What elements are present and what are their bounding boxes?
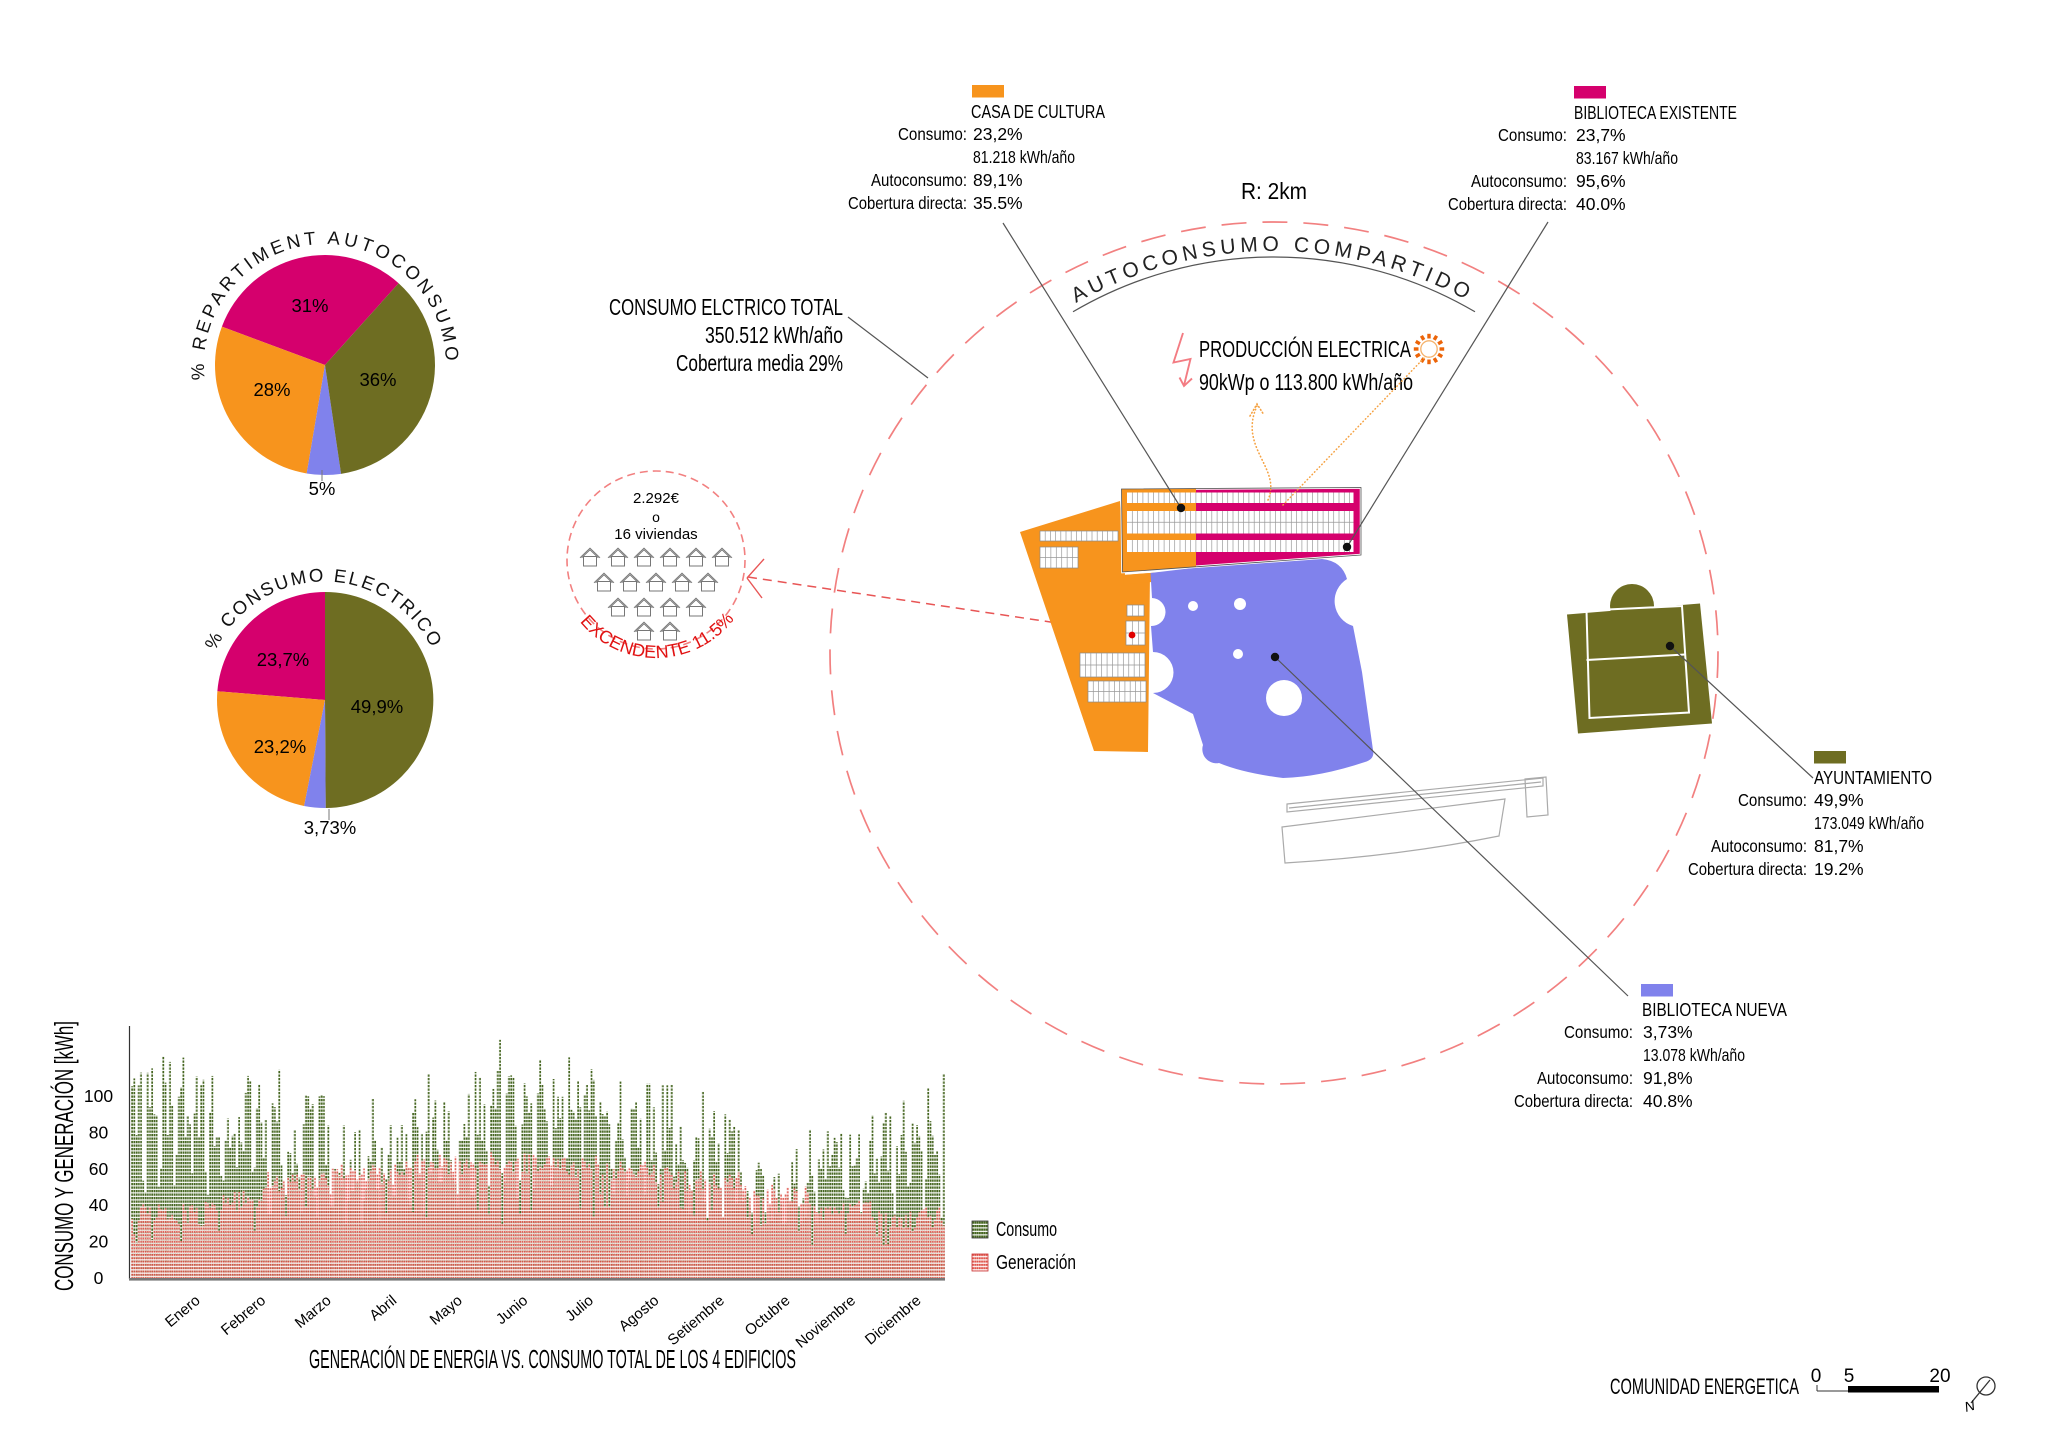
svg-text:350.512 kWh/año: 350.512 kWh/año (705, 322, 843, 348)
svg-text:40: 40 (89, 1195, 109, 1215)
svg-text:23,2%: 23,2% (254, 736, 306, 757)
svg-text:Cobertura directa:: Cobertura directa: (1688, 859, 1807, 879)
svg-text:Cobertura directa:: Cobertura directa: (1448, 194, 1567, 214)
svg-text:83.167 kWh/año: 83.167 kWh/año (1576, 148, 1678, 168)
svg-text:Autoconsumo:: Autoconsumo: (1471, 171, 1567, 191)
svg-text:36%: 36% (359, 369, 396, 390)
svg-text:40.8%: 40.8% (1643, 1091, 1693, 1111)
svg-text:90kWp o 113.800 kWh/año: 90kWp o 113.800 kWh/año (1199, 369, 1413, 395)
svg-text:13.078 kWh/año: 13.078 kWh/año (1643, 1045, 1745, 1065)
svg-text:81.218 kWh/año: 81.218 kWh/año (973, 147, 1075, 167)
svg-text:CASA DE CULTURA: CASA DE CULTURA (971, 102, 1105, 122)
svg-text:31%: 31% (291, 295, 328, 316)
svg-text:3,73%: 3,73% (304, 817, 356, 838)
svg-text:Autoconsumo:: Autoconsumo: (1711, 836, 1807, 856)
svg-text:Consumo:: Consumo: (1498, 125, 1567, 145)
svg-text:49,9%: 49,9% (1814, 790, 1864, 810)
svg-text:Consumo:: Consumo: (898, 124, 967, 144)
svg-text:Generación: Generación (996, 1252, 1076, 1274)
svg-text:0: 0 (1811, 1366, 1822, 1387)
svg-text:16 viviendas: 16 viviendas (614, 526, 697, 543)
svg-text:5%: 5% (309, 478, 336, 499)
svg-text:23,7%: 23,7% (257, 649, 309, 670)
svg-text:o: o (652, 509, 660, 525)
svg-text:100: 100 (84, 1086, 113, 1106)
svg-text:3,73%: 3,73% (1643, 1022, 1693, 1042)
svg-text:BIBLIOTECA EXISTENTE: BIBLIOTECA EXISTENTE (1574, 103, 1737, 123)
svg-text:49,9%: 49,9% (351, 696, 403, 717)
svg-text:CONSUMO ELCTRICO TOTAL: CONSUMO ELCTRICO TOTAL (609, 294, 843, 320)
svg-text:28%: 28% (253, 379, 290, 400)
svg-text:23,2%: 23,2% (973, 124, 1023, 144)
svg-text:Consumo:: Consumo: (1738, 790, 1807, 810)
svg-text:40.0%: 40.0% (1576, 194, 1626, 214)
svg-text:Consumo:: Consumo: (1564, 1022, 1633, 1042)
svg-text:173.049 kWh/año: 173.049 kWh/año (1814, 813, 1924, 833)
svg-text:Autoconsumo:: Autoconsumo: (871, 170, 967, 190)
svg-text:Autoconsumo:: Autoconsumo: (1537, 1068, 1633, 1088)
svg-text:Cobertura media 29%: Cobertura media 29% (676, 350, 843, 376)
svg-text:60: 60 (89, 1159, 109, 1179)
svg-text:PRODUCCIÓN ELECTRICA: PRODUCCIÓN ELECTRICA (1199, 336, 1411, 362)
svg-text:5: 5 (1844, 1366, 1855, 1387)
svg-text:COMUNIDAD ENERGETICA: COMUNIDAD ENERGETICA (1610, 1374, 1799, 1399)
svg-text:R: 2km: R: 2km (1241, 178, 1307, 204)
svg-text:81,7%: 81,7% (1814, 836, 1864, 856)
svg-text:Cobertura directa:: Cobertura directa: (1514, 1091, 1633, 1111)
svg-text:Consumo: Consumo (996, 1219, 1057, 1241)
svg-text:CONSUMO Y GENERACIÓN [kWh]: CONSUMO Y GENERACIÓN [kWh] (49, 1021, 79, 1291)
svg-text:AYUNTAMIENTO: AYUNTAMIENTO (1814, 768, 1932, 788)
svg-text:20: 20 (1929, 1366, 1950, 1387)
svg-text:95,6%: 95,6% (1576, 171, 1626, 191)
svg-text:19.2%: 19.2% (1814, 859, 1864, 879)
svg-text:0: 0 (94, 1268, 104, 1288)
svg-text:GENERACIÓN DE ENERGIA VS. CONS: GENERACIÓN DE ENERGIA VS. CONSUMO TOTAL … (309, 1344, 796, 1374)
svg-text:Cobertura directa:: Cobertura directa: (848, 193, 967, 213)
svg-text:35.5%: 35.5% (973, 193, 1023, 213)
svg-text:80: 80 (89, 1122, 109, 1142)
svg-text:2.292€: 2.292€ (633, 490, 680, 507)
svg-text:23,7%: 23,7% (1576, 125, 1626, 145)
svg-text:91,8%: 91,8% (1643, 1068, 1693, 1088)
svg-text:20: 20 (89, 1232, 109, 1252)
svg-text:89,1%: 89,1% (973, 170, 1023, 190)
svg-text:BIBLIOTECA NUEVA: BIBLIOTECA NUEVA (1642, 1000, 1787, 1020)
